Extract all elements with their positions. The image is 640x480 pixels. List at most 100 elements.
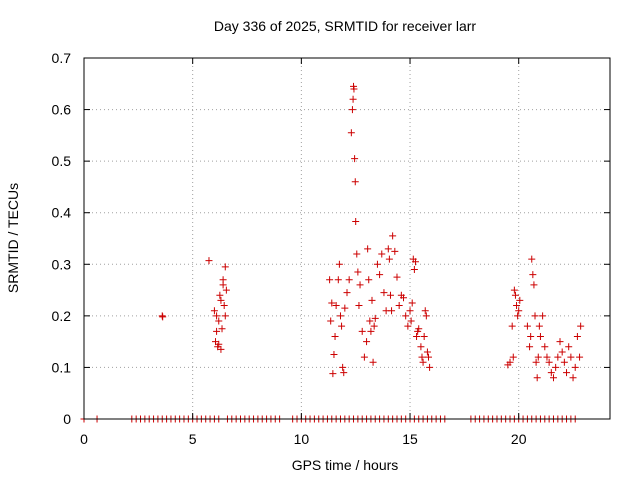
data-point (329, 370, 337, 378)
y-tick-label: 0.1 (52, 359, 72, 375)
data-point (360, 353, 368, 361)
data-point (408, 299, 416, 307)
data-point (221, 312, 229, 320)
data-point (351, 178, 359, 186)
data-point (543, 353, 551, 361)
data-point (569, 374, 577, 382)
data-point (419, 358, 427, 366)
data-point (402, 312, 410, 320)
data-point (545, 358, 553, 366)
data-point (516, 296, 524, 304)
data-point (351, 155, 359, 163)
data-point (222, 286, 230, 294)
data-point (363, 338, 371, 346)
data-point (418, 353, 426, 361)
data-point (526, 343, 534, 351)
data-point (534, 353, 542, 361)
data-point (577, 322, 585, 330)
data-point (573, 332, 581, 340)
data-point (210, 307, 218, 315)
y-tick-label: 0.5 (52, 153, 72, 169)
data-point (349, 95, 357, 103)
data-point (421, 307, 429, 315)
data-point (355, 302, 363, 310)
data-point (205, 257, 213, 265)
data-point (347, 129, 355, 137)
data-point (407, 317, 415, 325)
data-point (531, 312, 539, 320)
data-point (380, 289, 388, 297)
data-point (411, 258, 419, 266)
data-point (371, 314, 379, 322)
data-point (354, 268, 362, 276)
data-point (340, 369, 348, 377)
data-point (532, 358, 540, 366)
data-point (536, 332, 544, 340)
data-point (513, 302, 521, 310)
data-point (159, 313, 167, 321)
data-point (422, 312, 430, 320)
data-point (523, 322, 531, 330)
chart-title: Day 336 of 2025, SRMTID for receiver lar… (214, 18, 477, 34)
data-point (529, 271, 537, 279)
data-point (558, 348, 566, 356)
axis-ticks: 0 5 10 15 20 0 0.1 0.2 0.3 0.4 0.5 0.6 0.7 (52, 50, 610, 447)
data-point (576, 353, 584, 361)
data-point (365, 276, 373, 284)
data-point (328, 299, 336, 307)
data-point (341, 304, 349, 312)
data-point (391, 247, 399, 255)
data-point (386, 291, 394, 299)
data-point (215, 340, 223, 348)
data-point (215, 317, 223, 325)
data-point (358, 327, 366, 335)
data-point (213, 312, 221, 320)
data-point (385, 255, 393, 263)
data-point (213, 327, 221, 335)
y-tick-label: 0.2 (52, 308, 72, 324)
data-point (389, 232, 397, 240)
data-point (217, 345, 225, 353)
data-point (563, 369, 571, 377)
data-point (373, 260, 381, 268)
data-point (376, 271, 384, 279)
data-point (556, 338, 564, 346)
x-tick-label: 10 (294, 431, 310, 447)
data-point (508, 322, 516, 330)
data-point (217, 296, 225, 304)
y-tick-label: 0.7 (52, 50, 72, 66)
data-point (356, 281, 364, 289)
data-point (515, 307, 523, 315)
grid (84, 58, 610, 419)
data-point (352, 217, 360, 225)
x-tick-label: 20 (511, 431, 527, 447)
data-point (410, 265, 418, 273)
data-point (332, 302, 340, 310)
data-point (527, 332, 535, 340)
y-tick-label: 0.4 (52, 205, 72, 221)
data-point (348, 106, 356, 114)
data-point (368, 296, 376, 304)
data-point (560, 358, 568, 366)
data-point (514, 312, 522, 320)
data-point (350, 85, 358, 93)
data-point (547, 369, 555, 377)
data-point (420, 332, 428, 340)
data-point (567, 353, 575, 361)
data-point (367, 327, 375, 335)
data-point (331, 332, 339, 340)
data-point (530, 281, 538, 289)
data-point (219, 276, 227, 284)
y-tick-label: 0.3 (52, 256, 72, 272)
data-point (220, 302, 228, 310)
x-tick-label: 5 (189, 431, 197, 447)
data-point (339, 363, 347, 371)
data-point (406, 307, 414, 315)
data-point (426, 363, 434, 371)
y-tick-label: 0 (63, 411, 71, 427)
data-point (571, 363, 579, 371)
data-point (343, 289, 351, 297)
data-point (404, 322, 412, 330)
data-point (393, 273, 401, 281)
data-point (221, 263, 229, 271)
